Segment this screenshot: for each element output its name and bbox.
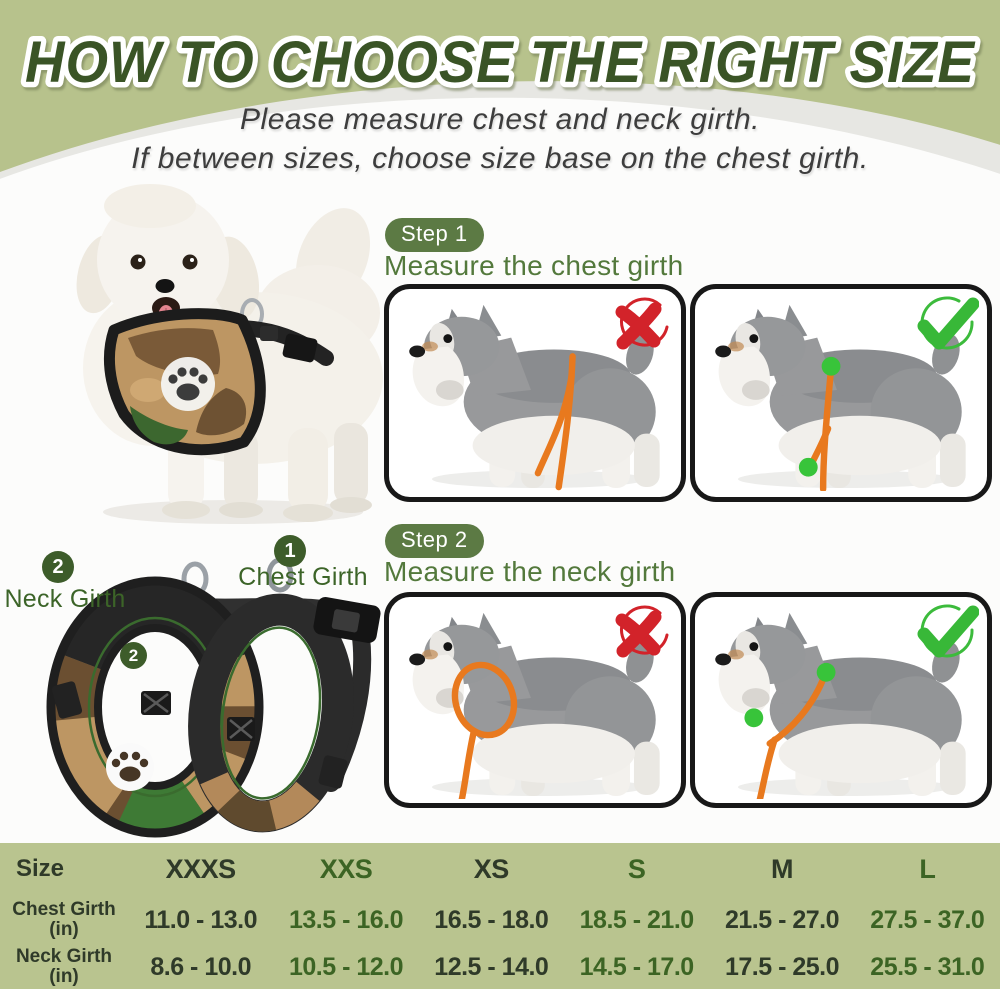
green-dot — [821, 356, 841, 376]
neck-girth-m: 17.5 - 25.0 — [724, 952, 840, 981]
dog-photo-chest-wrong — [409, 304, 660, 491]
red-x-icon — [615, 605, 669, 658]
neck-girth-xxxs: 8.6 - 10.0 — [150, 952, 251, 981]
step1-right-photo — [690, 284, 992, 502]
size-table-header-l: L — [919, 853, 936, 884]
chest-girth-xxxs: 11.0 - 13.0 — [144, 905, 257, 934]
size-table-header-s: S — [627, 853, 646, 884]
measuring-tape — [534, 353, 576, 491]
size-table: Size XXXS XXS XS S M L Chest Girth (in) … — [0, 843, 1000, 989]
step1-caption: Measure the chest girth — [384, 250, 684, 281]
neck-girth-row-label: Neck Girth (in) — [15, 946, 113, 987]
size-table-header-xxxs: XXXS — [165, 853, 237, 884]
dog-photo-chest-right — [715, 304, 966, 491]
step1-wrong-photo — [384, 284, 686, 502]
neck-girth-l: 25.5 - 31.0 — [870, 952, 985, 981]
neck-girth-xs: 12.5 - 14.0 — [434, 952, 549, 981]
green-dot — [798, 457, 818, 477]
green-dot — [744, 708, 764, 728]
neck-girth-xxs: 10.5 - 12.0 — [288, 952, 404, 981]
chest-girth-s: 18.5 - 21.0 — [579, 905, 695, 934]
subtitle: Please measure chest and neck girth. If … — [0, 100, 1000, 178]
step2-right-photo — [690, 592, 992, 808]
harness-product-diagram — [46, 557, 381, 838]
page-title: HOW TO CHOOSE THE RIGHT SIZE — [25, 30, 976, 95]
chest-girth-callout-number: 1 — [274, 535, 306, 567]
size-table-header-xxs: XXS — [319, 853, 373, 884]
measuring-tape — [756, 671, 829, 799]
product-photo-dog-wearing-harness — [76, 184, 383, 524]
neck-girth-callout-number: 2 — [42, 551, 74, 583]
step1-badge: Step 1 — [385, 218, 484, 252]
neck-loop-strap-marker: 2 — [120, 642, 147, 669]
dog-nose — [155, 279, 175, 293]
step2-wrong-photo — [384, 592, 686, 808]
step2-caption: Measure the neck girth — [384, 556, 676, 587]
step2-badge: Step 2 — [385, 524, 484, 558]
dog-eye — [130, 254, 146, 270]
dog-photo-neck-right — [715, 612, 966, 799]
size-table-header-xs: XS — [473, 853, 510, 884]
harness-camo-chest-panel — [103, 308, 266, 456]
stitch-patch — [141, 691, 255, 741]
paw-print-icon — [168, 367, 208, 401]
chest-girth-callout-label: Chest Girth — [238, 563, 368, 591]
green-dot — [816, 662, 836, 682]
strap-adjuster — [318, 755, 348, 789]
size-table-header-m: M — [770, 853, 794, 884]
subtitle-line-2: If between sizes, choose size base on th… — [131, 142, 869, 175]
green-check-icon — [917, 296, 979, 350]
chest-girth-xs: 16.5 - 18.0 — [434, 905, 549, 934]
neck-girth-callout-label: Neck Girth — [4, 585, 126, 613]
chest-girth-m: 21.5 - 27.0 — [724, 905, 840, 934]
red-x-icon — [615, 297, 669, 350]
dog-photo-neck-wrong — [409, 612, 660, 799]
size-table-header-size: Size — [16, 855, 65, 882]
paw-print-icon — [111, 751, 149, 782]
green-check-icon — [917, 604, 979, 658]
chest-girth-xxs: 13.5 - 16.0 — [288, 905, 404, 934]
neck-girth-s: 14.5 - 17.0 — [579, 952, 695, 981]
subtitle-line-1: Please measure chest and neck girth. — [240, 103, 760, 136]
harness-buckle — [282, 333, 318, 363]
harness-chest-loop — [188, 593, 354, 833]
measuring-tape — [451, 661, 518, 799]
chest-girth-row-label: Chest Girth (in) — [12, 899, 116, 940]
strap-adjuster — [51, 681, 83, 719]
chest-girth-l: 27.5 - 37.0 — [870, 905, 985, 934]
page-title-art: HOW TO CHOOSE THE RIGHT SIZE — [20, 25, 981, 101]
